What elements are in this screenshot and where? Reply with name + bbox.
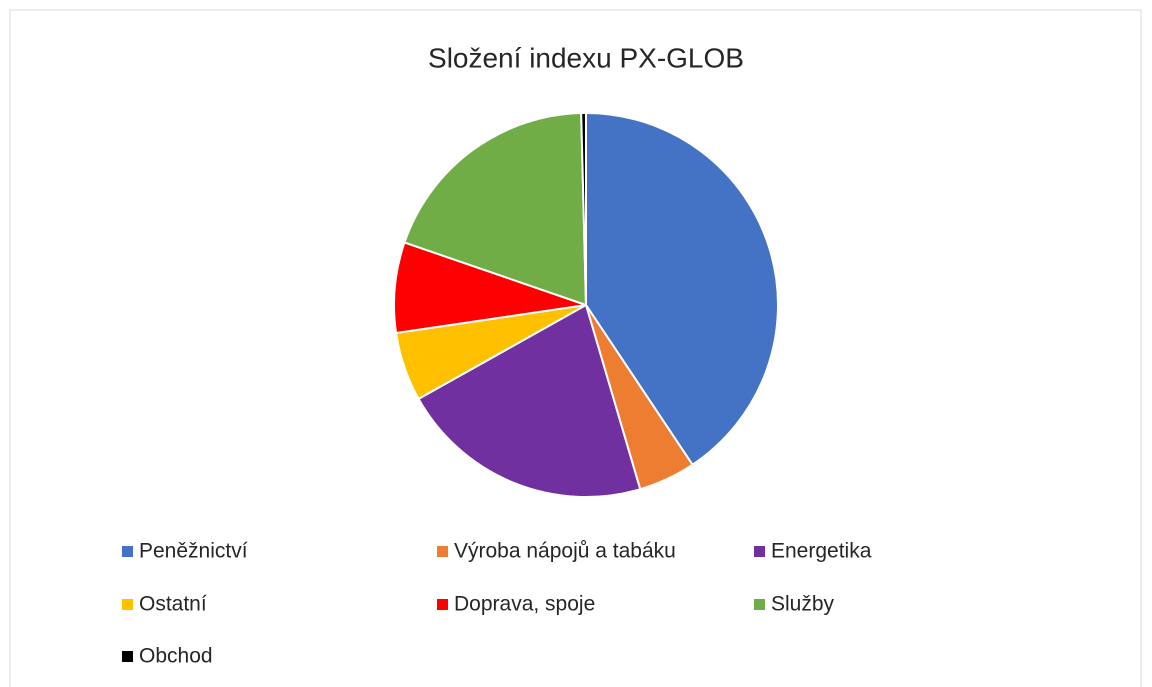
legend-swatch [754,599,765,610]
legend-label: Energetika [771,540,872,563]
legend-swatch [122,651,133,662]
legend-swatch [437,599,448,610]
legend-label: Výroba nápojů a tabáku [454,540,676,563]
legend-swatch [437,546,448,557]
chart-title: Složení indexu PX-GLOB [428,42,744,73]
legend-swatch [754,546,765,557]
legend-label: Doprava, spoje [454,593,595,616]
pie-slice [403,112,588,307]
legend-swatch [122,599,133,610]
legend-label: Služby [771,593,835,616]
pie-slice [580,111,587,306]
pie-slice [417,303,642,498]
legend-label: Obchod [139,645,213,668]
legend-label: Ostatní [139,593,207,616]
legend-swatch [122,546,133,557]
legend-label: Peněžnictví [139,540,248,563]
